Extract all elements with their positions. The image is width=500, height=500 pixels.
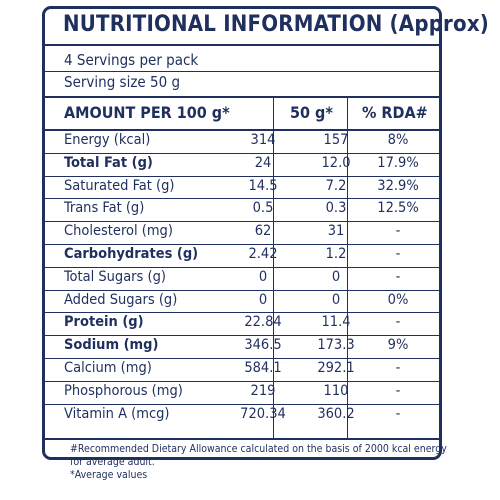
column-divider-1 <box>273 98 274 438</box>
row-divider <box>42 380 442 382</box>
header-amount-per-100g: AMOUNT PER 100 g* <box>64 103 230 122</box>
nutrient-name: Total Sugars (g) <box>64 268 166 285</box>
row-divider <box>42 358 442 359</box>
value-rda: - <box>395 246 401 262</box>
header-top-divider <box>42 96 442 98</box>
nutrient-name: Carbohydrates (g) <box>64 246 199 262</box>
row-divider <box>42 198 442 200</box>
table-row: Vitamin A (mcg) 720.34 360.2 - <box>64 405 424 428</box>
value-per-100g: 346.5 <box>244 337 282 354</box>
table-row: Total Fat (g) 24 12.0 17.9% <box>64 154 424 177</box>
value-per-100g: 24 <box>254 154 272 171</box>
row-divider <box>42 266 442 268</box>
value-per-50g: 110 <box>323 382 349 399</box>
table-row: Trans Fat (g) 0.5 0.3 12.5% <box>64 199 424 222</box>
column-divider-2 <box>347 98 348 438</box>
value-per-50g: 0 <box>331 268 341 285</box>
row-divider <box>42 175 442 177</box>
nutrient-name: Sodium (mg) <box>64 337 159 354</box>
row-divider <box>42 244 442 245</box>
value-rda: - <box>395 223 401 240</box>
nutrient-name: Added Sugars (g) <box>64 291 178 308</box>
nutrient-name: Calcium (mg) <box>64 360 152 376</box>
table-row: Sodium (mg) 346.5 173.3 9% <box>64 336 424 359</box>
row-divider <box>42 289 442 291</box>
value-rda: - <box>395 268 401 285</box>
serving-size: Serving size 50 g <box>64 73 181 91</box>
footnote-rda-cont: for average adult. <box>70 456 155 468</box>
value-per-50g: 0.3 <box>325 200 347 217</box>
nutrient-name: Energy (kcal) <box>64 132 151 148</box>
value-rda: 32.9% <box>377 177 419 194</box>
value-rda: - <box>395 360 401 376</box>
table-row: Phosphorous (mg) 219 110 - <box>64 382 424 405</box>
value-per-50g: 12.0 <box>321 154 351 171</box>
value-rda: 0% <box>387 291 409 308</box>
value-rda: 9% <box>387 337 409 354</box>
value-rda: - <box>395 405 401 422</box>
value-per-100g: 720.34 <box>240 405 286 422</box>
nutrient-name: Saturated Fat (g) <box>64 177 175 194</box>
value-per-100g: 314 <box>250 132 276 148</box>
table-row: Energy (kcal) 314 157 8% <box>64 131 424 154</box>
servings-per-pack: 4 Servings per pack <box>64 51 199 69</box>
value-rda: 17.9% <box>377 154 419 171</box>
row-divider <box>42 403 442 405</box>
nutrient-name: Phosphorous (mg) <box>64 382 183 399</box>
nutrient-name: Protein (g) <box>64 314 144 331</box>
title-divider <box>42 44 442 46</box>
footnote-rda: #Recommended Dietary Allowance calculate… <box>70 443 447 455</box>
nutrition-panel <box>42 6 442 460</box>
table-bottom-divider <box>42 438 442 440</box>
value-per-50g: 1.2 <box>325 246 347 262</box>
footnote-average: *Average values <box>70 469 148 481</box>
value-per-100g: 14.5 <box>248 177 278 194</box>
header-rda: % RDA# <box>362 103 428 122</box>
nutrient-name: Cholesterol (mg) <box>64 223 173 240</box>
table-row: Cholesterol (mg) 62 31 - <box>64 222 424 245</box>
value-per-50g: 360.2 <box>317 405 355 422</box>
value-per-50g: 157 <box>323 132 349 148</box>
value-per-100g: 219 <box>250 382 276 399</box>
value-per-50g: 0 <box>331 291 341 308</box>
value-per-50g: 11.4 <box>321 314 351 331</box>
value-per-50g: 7.2 <box>325 177 347 194</box>
table-row: Added Sugars (g) 0 0 0% <box>64 291 424 314</box>
nutrient-name: Total Fat (g) <box>64 154 153 171</box>
table-row: Protein (g) 22.84 11.4 - <box>64 313 424 336</box>
value-per-50g: 173.3 <box>317 337 355 354</box>
table-row: Calcium (mg) 584.1 292.1 - <box>64 359 424 382</box>
header-bottom-divider <box>42 129 442 131</box>
value-rda: - <box>395 314 401 331</box>
table-row: Saturated Fat (g) 14.5 7.2 32.9% <box>64 177 424 200</box>
value-per-100g: 0 <box>258 268 268 285</box>
panel-title: NUTRITIONAL INFORMATION (Approx) <box>63 12 490 37</box>
value-per-50g: 292.1 <box>317 360 355 376</box>
table-row: Carbohydrates (g) 2.42 1.2 - <box>64 245 424 268</box>
value-rda: - <box>395 382 401 399</box>
row-divider <box>42 221 442 223</box>
nutrient-name: Vitamin A (mcg) <box>64 405 170 422</box>
servings-divider <box>42 71 442 72</box>
table-row: Total Sugars (g) 0 0 - <box>64 268 424 291</box>
value-per-100g: 0.5 <box>252 200 274 217</box>
value-rda: 12.5% <box>377 200 419 217</box>
header-50g: 50 g* <box>290 103 333 122</box>
row-divider <box>42 335 442 337</box>
value-per-100g: 584.1 <box>244 360 282 376</box>
value-per-100g: 2.42 <box>248 246 278 262</box>
value-rda: 8% <box>387 132 409 148</box>
row-divider <box>42 312 442 314</box>
nutrient-name: Trans Fat (g) <box>64 200 145 217</box>
row-divider <box>42 152 442 154</box>
value-per-50g: 31 <box>327 223 345 240</box>
value-per-100g: 22.84 <box>244 314 282 331</box>
value-per-100g: 0 <box>258 291 268 308</box>
value-per-100g: 62 <box>254 223 272 240</box>
